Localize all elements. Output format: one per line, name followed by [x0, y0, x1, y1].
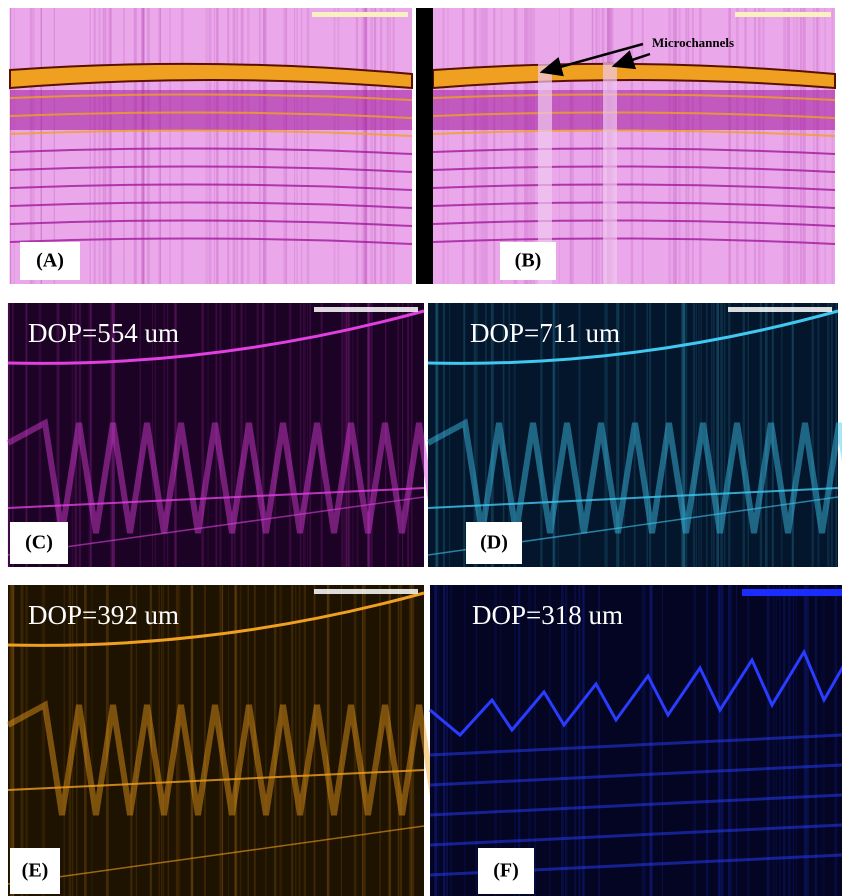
scale-bar [312, 12, 408, 17]
dop-caption: DOP=554 um [28, 318, 179, 348]
panel-label: (B) [515, 250, 542, 272]
dop-caption: DOP=318 um [472, 600, 623, 630]
dop-caption: DOP=392 um [28, 600, 179, 630]
scale-bar [314, 307, 418, 312]
divider [416, 8, 433, 284]
image-panel [433, 8, 835, 284]
dop-caption: DOP=711 um [470, 318, 620, 348]
panel-label: (E) [22, 860, 49, 882]
scale-bar [742, 589, 842, 596]
scale-bar [314, 589, 418, 594]
scale-bar [735, 12, 831, 17]
annotation: Microchannels [652, 35, 734, 50]
scale-bar [728, 307, 832, 312]
panel-label: (C) [25, 532, 53, 554]
channel [603, 63, 617, 284]
panel-label: (F) [493, 860, 519, 882]
figure: Microchannels (A) (B) (C) DOP=554 um (D) DOP=… [0, 0, 842, 896]
panel-label: (A) [36, 250, 64, 272]
image-panel [8, 585, 436, 896]
panel-label: (D) [480, 532, 508, 554]
